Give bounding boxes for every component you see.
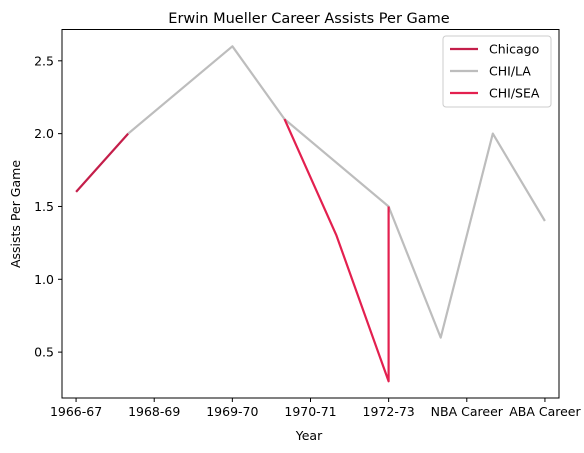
y-tick-label: 2.0 — [34, 126, 54, 141]
x-tick-label: 1968-69 — [128, 404, 180, 419]
y-tick-label: 1.5 — [34, 199, 54, 214]
y-tick-label: 1.0 — [34, 272, 54, 287]
x-axis-label: Year — [295, 428, 323, 443]
x-tick-label: 1970-71 — [284, 404, 336, 419]
x-tick-label: 1969-70 — [206, 404, 258, 419]
series-layer — [75, 45, 546, 383]
series-line-0 — [75, 132, 130, 193]
legend-label: Chicago — [489, 42, 539, 57]
y-tick-label: 0.5 — [34, 345, 54, 360]
x-tick-label: 1972-73 — [363, 404, 415, 419]
x-tick-label: NBA Career — [431, 404, 504, 419]
x-axis: 1966-67 1968-69 1969-70 1970-71 1972-73 NBA C… — [50, 398, 581, 419]
legend-label: CHI/SEA — [489, 86, 540, 101]
x-tick-label: 1966-67 — [50, 404, 102, 419]
legend-frame — [442, 35, 552, 108]
series-line-2 — [283, 118, 390, 383]
chart-title: Erwin Mueller Career Assists Per Game — [168, 11, 449, 27]
legend: Chicago CHI/LA CHI/SEA — [442, 35, 552, 108]
y-axis-label: Assists Per Game — [8, 160, 23, 268]
x-tick-label: ABA Career — [509, 404, 581, 419]
legend-label: CHI/LA — [489, 64, 531, 79]
y-tick-label: 2.5 — [34, 53, 54, 68]
y-axis: 0.5 1.0 1.5 2.0 2.5 — [34, 53, 62, 360]
